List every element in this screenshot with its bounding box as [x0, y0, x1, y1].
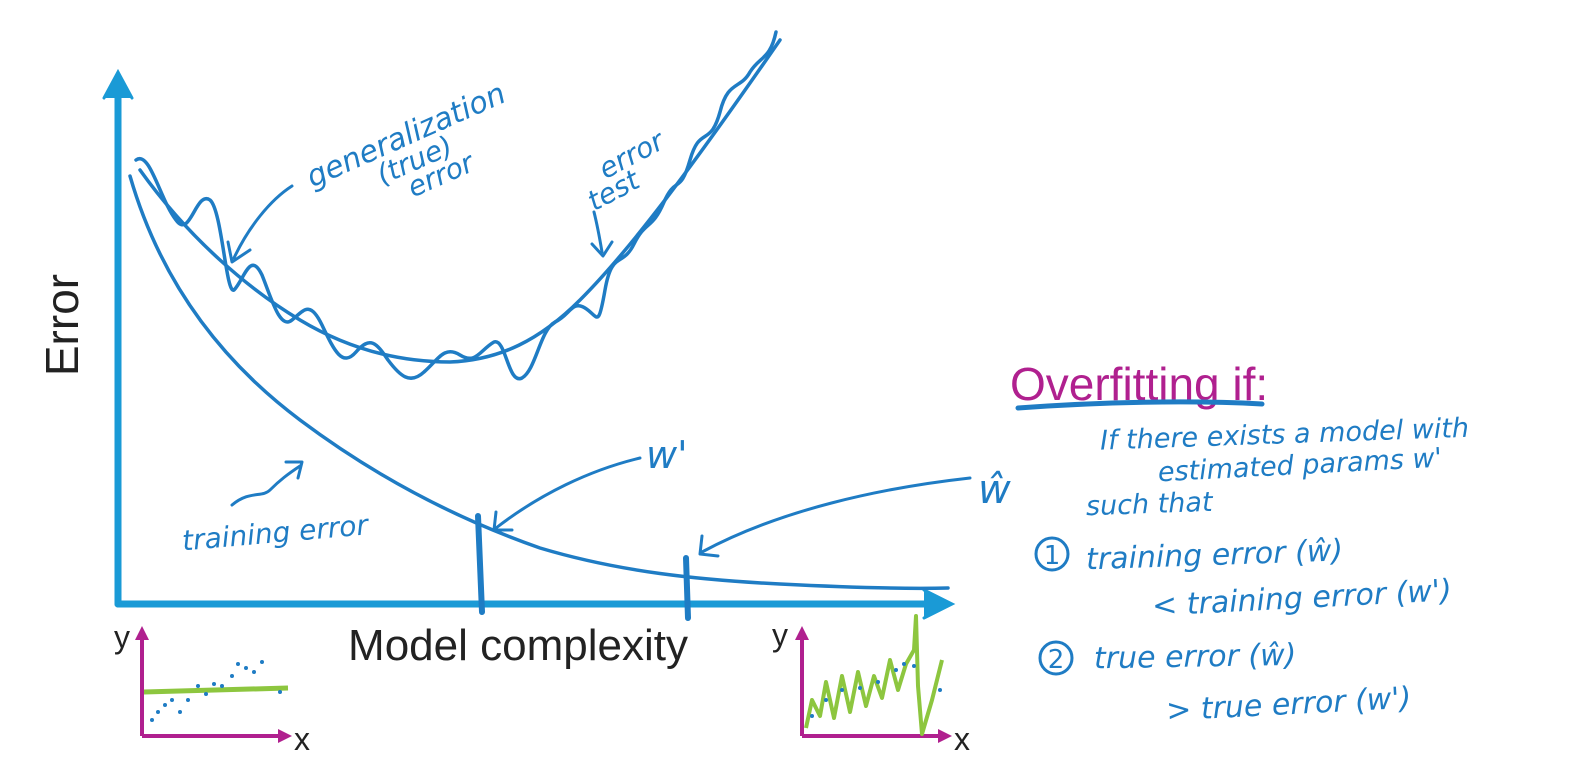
mini-right-points	[810, 662, 942, 718]
generalization-error-curve	[138, 38, 782, 364]
overfitting-underline	[1015, 399, 1265, 411]
w-hat-arrow	[700, 476, 972, 554]
x-axis-label: Model complexity	[348, 621, 688, 670]
mini-left-x-label: x	[294, 721, 310, 757]
condition-2-text: true error (ŵ)	[1094, 638, 1297, 677]
generalization-annotation: generalization (true) error	[301, 76, 511, 204]
w-prime-arrow	[494, 456, 642, 530]
y-axis-arrowhead	[102, 68, 134, 100]
condition-1-text: training error (ŵ)	[1085, 533, 1343, 577]
w-hat-marker	[683, 555, 691, 621]
condition-2-continued: > true error (w')	[1165, 681, 1412, 729]
x-axis-arrowhead	[922, 588, 956, 620]
generalization-arrowhead	[226, 240, 252, 264]
mini-right-x-label: x	[954, 721, 970, 757]
mini-left-fit-line	[143, 685, 289, 695]
mini-plot-right: y x	[772, 614, 970, 757]
test-error-curve	[134, 30, 778, 381]
generalization-arrow	[232, 184, 294, 260]
condition-1-continued: < training error (w')	[1151, 573, 1452, 624]
training-error-curve	[128, 174, 950, 591]
condition-2-circle	[1038, 640, 1074, 676]
w-prime-marker	[475, 513, 485, 615]
mini-left-points	[150, 660, 282, 722]
w-hat-label: ŵ	[978, 467, 1011, 513]
condition-2-number: 2	[1048, 645, 1065, 675]
test-error-arrow	[592, 210, 604, 254]
w-prime-label: w'	[646, 433, 688, 477]
mini-right-fit-curve	[804, 614, 944, 736]
definition-line-3: such that	[1085, 487, 1214, 522]
overfitting-definition: Overfitting if: If there exists a model …	[1010, 358, 1470, 729]
main-axes	[102, 68, 956, 620]
condition-1-circle	[1034, 536, 1070, 572]
w-hat-arrowhead	[698, 534, 720, 558]
mini-left-y-label: y	[114, 619, 130, 655]
training-arrowhead	[284, 460, 304, 480]
y-axis-label: Error	[36, 274, 88, 376]
mini-right-y-label: y	[772, 617, 788, 653]
mini-plot-left: y x	[114, 619, 310, 757]
w-prime-arrowhead	[492, 510, 514, 532]
condition-1-number: 1	[1044, 541, 1061, 571]
test-error-arrowhead	[590, 240, 614, 258]
training-error-annotation: training error	[181, 508, 371, 557]
training-arrow	[230, 464, 302, 507]
